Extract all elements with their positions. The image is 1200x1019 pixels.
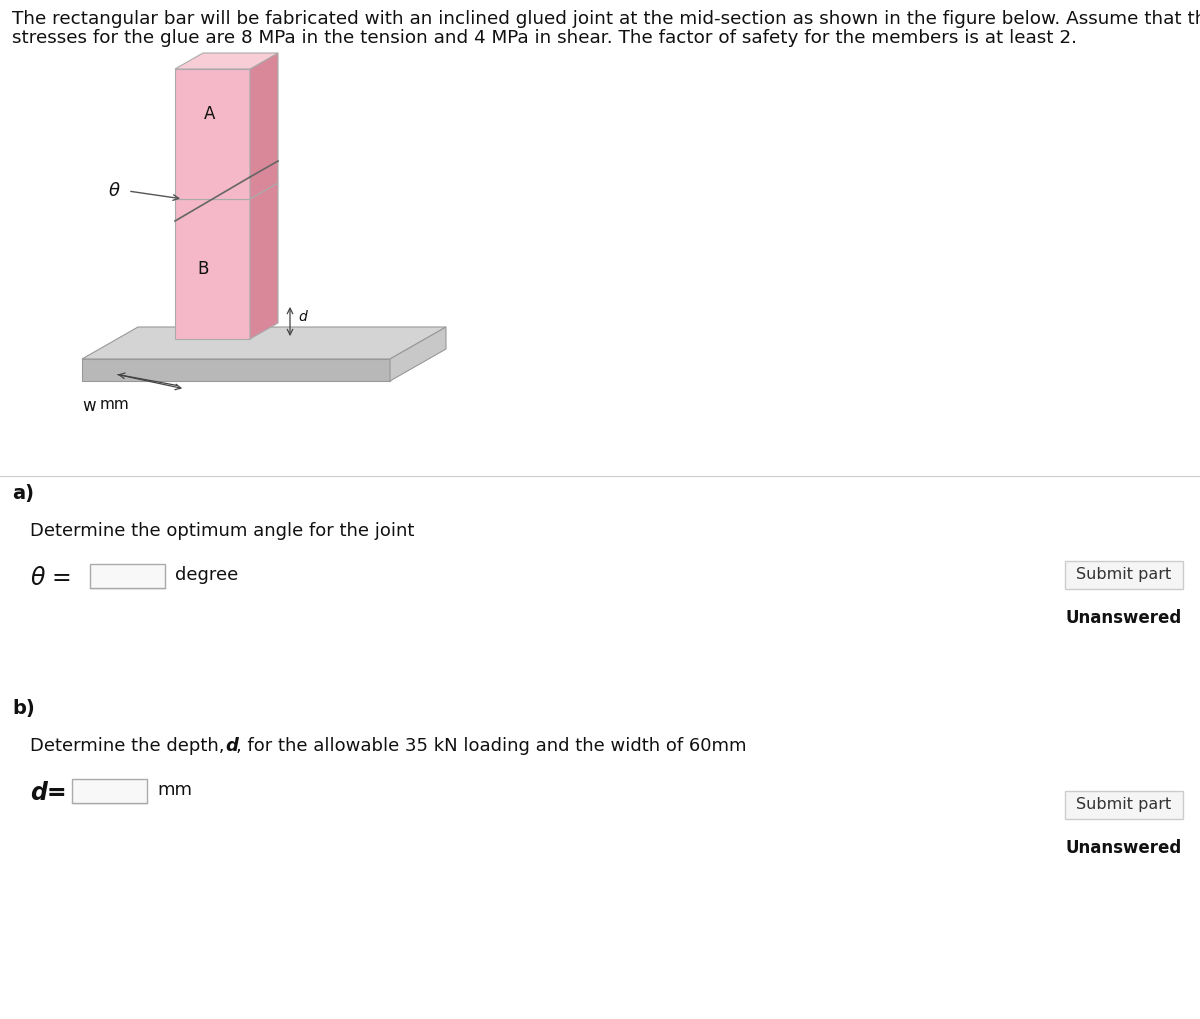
Text: a): a) <box>12 484 34 503</box>
Bar <box>1066 561 1183 589</box>
Bar <box>90 564 166 588</box>
Text: w: w <box>82 397 96 415</box>
Text: The rectangular bar will be fabricated with an inclined glued joint at the mid-s: The rectangular bar will be fabricated w… <box>12 10 1200 28</box>
Polygon shape <box>175 199 250 339</box>
Text: b): b) <box>12 699 35 718</box>
Bar <box>1066 791 1183 819</box>
Text: Determine the optimum angle for the joint: Determine the optimum angle for the join… <box>30 522 414 540</box>
Polygon shape <box>250 183 278 339</box>
Text: d: d <box>298 310 307 323</box>
Polygon shape <box>175 53 278 69</box>
Text: A: A <box>204 105 216 123</box>
Text: Submit part: Submit part <box>1076 798 1171 812</box>
Polygon shape <box>175 69 250 199</box>
Bar <box>72 779 148 803</box>
Text: Unanswered: Unanswered <box>1066 609 1182 627</box>
Text: Determine the depth,: Determine the depth, <box>30 737 230 755</box>
Text: d: d <box>226 737 238 755</box>
Text: Unanswered: Unanswered <box>1066 839 1182 857</box>
Text: mm: mm <box>157 781 192 799</box>
Polygon shape <box>390 327 446 381</box>
Text: d=: d= <box>30 781 67 805</box>
Text: degree: degree <box>175 566 239 584</box>
Text: mm: mm <box>100 397 130 412</box>
Polygon shape <box>250 53 278 199</box>
Text: B: B <box>197 260 209 278</box>
Text: , for the allowable 35 kN loading and the width of 60mm: , for the allowable 35 kN loading and th… <box>236 737 746 755</box>
Polygon shape <box>82 327 446 359</box>
Text: $\theta$ =: $\theta$ = <box>30 566 71 590</box>
Text: Submit part: Submit part <box>1076 568 1171 583</box>
Text: stresses for the glue are 8 MPa in the tension and 4 MPa in shear. The factor of: stresses for the glue are 8 MPa in the t… <box>12 29 1078 47</box>
Polygon shape <box>82 359 390 381</box>
Text: $\theta$: $\theta$ <box>108 182 121 200</box>
